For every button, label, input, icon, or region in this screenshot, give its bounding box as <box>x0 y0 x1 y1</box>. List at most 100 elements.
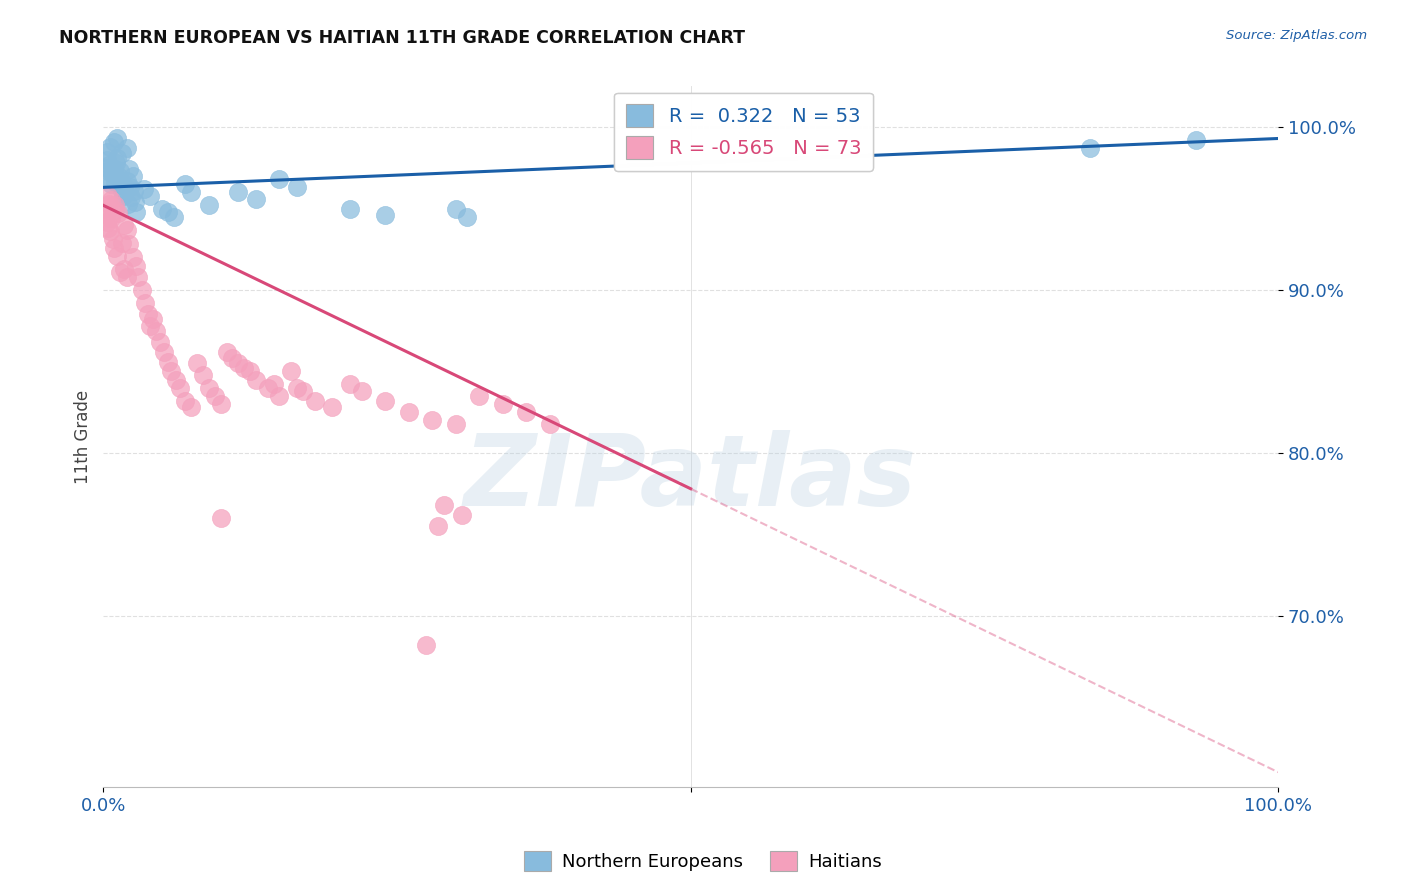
Point <box>94 161 117 175</box>
Point <box>339 202 361 216</box>
Point <box>115 269 138 284</box>
Point <box>107 169 129 183</box>
Point <box>450 508 472 522</box>
Point <box>98 172 121 186</box>
Point <box>153 344 176 359</box>
Point <box>374 393 396 408</box>
Point <box>120 190 142 204</box>
Point <box>433 498 456 512</box>
Point <box>112 218 135 232</box>
Point <box>115 141 138 155</box>
Point <box>134 296 156 310</box>
Point <box>204 389 226 403</box>
Point <box>163 210 186 224</box>
Point <box>104 198 127 212</box>
Point <box>136 307 159 321</box>
Point <box>420 413 443 427</box>
Point <box>285 180 308 194</box>
Point <box>304 393 326 408</box>
Point <box>98 139 121 153</box>
Point <box>226 186 249 200</box>
Point <box>97 164 120 178</box>
Point <box>111 184 134 198</box>
Point <box>111 235 134 250</box>
Point <box>285 381 308 395</box>
Point <box>226 356 249 370</box>
Point <box>198 198 221 212</box>
Point <box>97 188 120 202</box>
Point <box>103 135 125 149</box>
Point <box>139 188 162 202</box>
Point <box>245 192 267 206</box>
Point <box>96 145 118 159</box>
Point <box>1185 133 1208 147</box>
Point <box>339 377 361 392</box>
Point <box>456 210 478 224</box>
Legend: Northern Europeans, Haitians: Northern Europeans, Haitians <box>517 844 889 879</box>
Point <box>118 237 141 252</box>
Point <box>538 417 561 431</box>
Text: NORTHERN EUROPEAN VS HAITIAN 11TH GRADE CORRELATION CHART: NORTHERN EUROPEAN VS HAITIAN 11TH GRADE … <box>59 29 745 46</box>
Point <box>269 389 291 403</box>
Point <box>125 259 148 273</box>
Point <box>256 381 278 395</box>
Point <box>101 167 124 181</box>
Point <box>180 186 202 200</box>
Point <box>108 265 131 279</box>
Point <box>245 373 267 387</box>
Point <box>169 381 191 395</box>
Point <box>221 351 243 366</box>
Point <box>111 146 134 161</box>
Point <box>98 196 121 211</box>
Point <box>174 393 197 408</box>
Point <box>263 377 285 392</box>
Point <box>233 361 256 376</box>
Point <box>321 401 343 415</box>
Point <box>114 186 136 200</box>
Point <box>105 151 128 165</box>
Point <box>131 283 153 297</box>
Point <box>117 196 139 211</box>
Point <box>174 177 197 191</box>
Point <box>134 182 156 196</box>
Point <box>98 224 121 238</box>
Point <box>124 194 146 209</box>
Point <box>122 184 145 198</box>
Point <box>145 324 167 338</box>
Text: Source: ZipAtlas.com: Source: ZipAtlas.com <box>1226 29 1367 42</box>
Point <box>209 511 232 525</box>
Point <box>191 368 214 382</box>
Point <box>427 519 450 533</box>
Point <box>104 176 127 190</box>
Point <box>468 389 491 403</box>
Point <box>118 162 141 177</box>
Point <box>107 206 129 220</box>
Point <box>186 356 208 370</box>
Point <box>139 318 162 333</box>
Point <box>97 221 120 235</box>
Point <box>110 174 132 188</box>
Point <box>209 397 232 411</box>
Point <box>148 335 170 350</box>
Point <box>198 381 221 395</box>
Point <box>269 172 291 186</box>
Point <box>141 312 163 326</box>
Point <box>160 364 183 378</box>
Point <box>105 249 128 263</box>
Point <box>103 162 125 177</box>
Point <box>398 405 420 419</box>
Point <box>150 202 173 216</box>
Point <box>125 204 148 219</box>
Point <box>291 384 314 398</box>
Point <box>165 373 187 387</box>
Point <box>415 638 437 652</box>
Point <box>115 223 138 237</box>
Point <box>104 203 127 218</box>
Point <box>492 397 515 411</box>
Point <box>100 177 122 191</box>
Point <box>105 131 128 145</box>
Point <box>112 261 135 276</box>
Point <box>1078 141 1101 155</box>
Point <box>105 156 128 170</box>
Point <box>112 188 135 202</box>
